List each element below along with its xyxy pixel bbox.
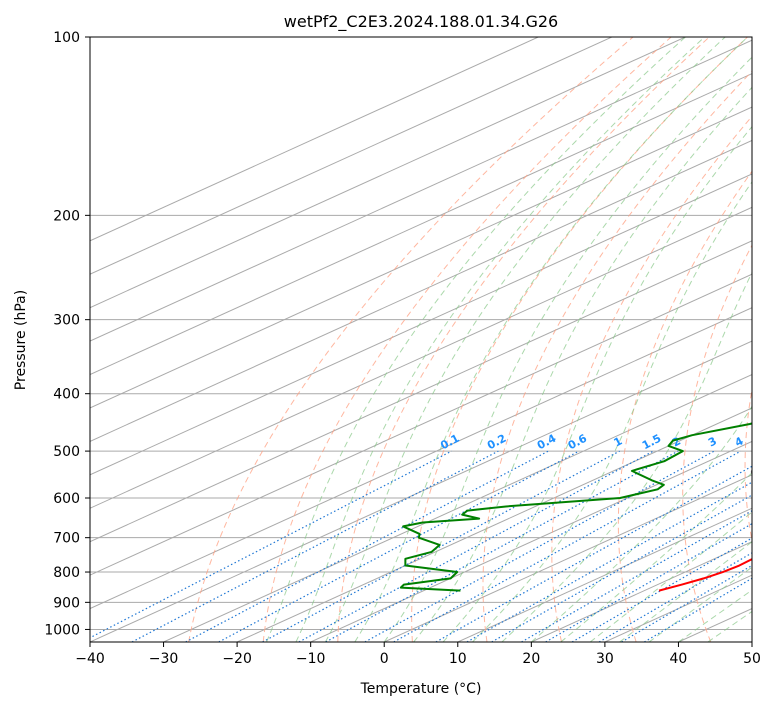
isotherm-line [384, 474, 752, 642]
isotherm-line [90, 273, 752, 576]
dry-adiabat-line [337, 37, 711, 642]
x-tick-label: −20 [222, 651, 252, 667]
isotherm-line [310, 440, 752, 642]
moist-adiabat-line [295, 37, 706, 642]
isotherm-line [90, 139, 752, 442]
isotherm-line [90, 307, 752, 610]
dry-adiabat-line [262, 37, 672, 642]
mixing-ratio-line [598, 552, 752, 642]
x-tick-label: 50 [743, 651, 761, 667]
y-axis-label: Pressure (hPa) [13, 290, 29, 390]
x-tick-label: 40 [670, 651, 688, 667]
moist-adiabat-line [324, 37, 726, 642]
mixing-ratio-line [298, 450, 654, 642]
y-tick-label: 100 [53, 30, 80, 46]
dry-adiabat-line [551, 115, 752, 642]
y-tick-label: 800 [53, 565, 80, 581]
dewpoint-profile-line [399, 422, 752, 592]
plot-frame [89, 36, 753, 643]
plot-area [90, 37, 752, 642]
isotherm-label: 0 [748, 465, 763, 480]
x-tick-label: 20 [522, 651, 540, 667]
mixing-ratio-line [521, 510, 752, 642]
background-lines [90, 37, 752, 642]
y-tick-label: 500 [53, 444, 80, 460]
isotherm-line [90, 206, 752, 509]
x-tick-label: −40 [75, 651, 105, 667]
x-tick-label: −30 [149, 651, 179, 667]
x-tick-label: 0 [380, 651, 389, 667]
mixing-ratio-line [621, 564, 752, 642]
axes: −40 −30 −20 −10 0 10 20 30 40 50 100 200 300 400 500 60… [44, 30, 761, 667]
profile-series [399, 422, 752, 592]
mixing-ratio-line [435, 465, 752, 642]
isotherm-line [90, 39, 752, 342]
x-tick-label: 30 [596, 651, 614, 667]
moist-adiabat-line [383, 56, 752, 642]
moist-adiabat-line [501, 271, 752, 642]
isotherm-line [457, 507, 752, 642]
y-tick-label: 400 [53, 387, 80, 403]
moist-adiabat-line [413, 86, 752, 642]
y-tick-label: 600 [53, 491, 80, 507]
y-tick-label: 900 [53, 595, 80, 611]
isotherm-line [236, 407, 752, 642]
chart-title: wetPf2_C2E3.2024.188.01.34.G26 [284, 12, 558, 32]
moist-adiabat-line [354, 37, 749, 642]
x-tick-label: 10 [449, 651, 467, 667]
isotherm-line [163, 373, 752, 642]
moist-adiabat-line [266, 37, 687, 642]
dry-adiabat-line [482, 70, 752, 642]
moist-adiabat-line [589, 511, 752, 642]
mixing-ratio-line [325, 450, 679, 642]
y-tick-label: 200 [53, 208, 80, 224]
isotherm-line [90, 106, 752, 409]
mixing-ratio-line [262, 450, 620, 642]
x-axis-label: Temperature (°C) [360, 681, 482, 697]
isotherm-line [90, 73, 752, 376]
mixing-ratio-line [571, 537, 752, 642]
mixing-ratio-line [131, 450, 499, 642]
y-tick-label: 300 [53, 313, 80, 329]
mixing-ratio-line [90, 450, 452, 639]
mixing-ratio-line [545, 523, 752, 642]
x-tick-label: −10 [296, 651, 326, 667]
isotherm-line [90, 173, 752, 476]
moist-adiabat-line [531, 405, 752, 642]
dry-adiabat-line [617, 170, 752, 642]
isotherm-line [90, 340, 752, 642]
isotherm-line [90, 37, 614, 275]
moist-adiabat-line [442, 125, 752, 642]
isotherm-line [90, 240, 752, 543]
mixing-ratio-line [185, 450, 549, 642]
mixing-ratio-line [218, 450, 580, 642]
y-tick-label: 1000 [44, 622, 80, 638]
isotherm-label: -20 [751, 391, 775, 414]
dry-adiabat-line [682, 244, 752, 642]
y-tick-label: 700 [53, 531, 80, 547]
isotherm-line [90, 37, 540, 242]
isotherm-line [90, 37, 687, 309]
